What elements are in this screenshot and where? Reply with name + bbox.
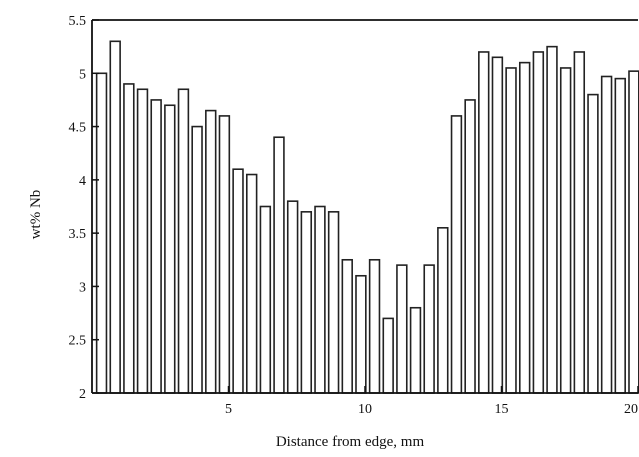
bar [368, 258, 381, 394]
bar [614, 77, 626, 394]
bar [205, 109, 217, 394]
bar [559, 67, 572, 394]
bar [177, 88, 190, 394]
bar [164, 104, 176, 394]
bar [273, 136, 285, 394]
y-tick-label: 5 [79, 67, 86, 82]
bar [518, 61, 531, 394]
x-tick-label: 15 [495, 402, 509, 417]
bar [218, 115, 231, 394]
bar [478, 51, 490, 394]
bar [300, 211, 313, 394]
bar [409, 306, 422, 394]
bar [259, 205, 272, 394]
bar [396, 264, 408, 394]
y-tick-label: 3.5 [69, 227, 87, 242]
y-axis-ticks: 2 2.5 3 3.5 4 4.5 5 5.5 [69, 14, 99, 402]
bar [123, 83, 135, 394]
y-tick-label: 5.5 [69, 14, 87, 29]
bar [491, 56, 504, 394]
bar [600, 75, 613, 394]
x-tick-label: 20 [624, 402, 638, 417]
y-tick-label: 2 [79, 387, 86, 402]
bar [573, 51, 586, 394]
bar [109, 40, 121, 394]
bar [341, 258, 353, 394]
bar [464, 99, 476, 394]
bar [191, 125, 203, 394]
x-tick-label: 10 [358, 402, 372, 417]
bar [423, 264, 435, 394]
bar-group [95, 40, 639, 394]
bar [587, 93, 599, 394]
y-tick-label: 3 [79, 280, 86, 295]
bar [382, 317, 394, 394]
x-axis-title: Distance from edge, mm [276, 434, 425, 450]
y-tick-label: 2.5 [69, 334, 87, 349]
bar [314, 205, 326, 394]
bar [546, 45, 558, 394]
bar [450, 115, 463, 394]
bar [628, 70, 639, 394]
bar [505, 67, 517, 394]
x-axis-ticks: 5 10 15 20 [225, 386, 639, 417]
bar [532, 51, 545, 394]
bar [136, 88, 149, 394]
y-tick-label: 4 [79, 174, 86, 189]
bar [150, 99, 162, 394]
bar [232, 168, 244, 394]
bar [437, 227, 449, 394]
bar [355, 274, 367, 394]
y-tick-label: 4.5 [69, 121, 87, 136]
bar [245, 173, 258, 394]
bar [286, 200, 299, 394]
y-axis-title: wt% Nb [28, 190, 44, 240]
bar [327, 211, 340, 394]
x-tick-label: 5 [225, 402, 232, 417]
